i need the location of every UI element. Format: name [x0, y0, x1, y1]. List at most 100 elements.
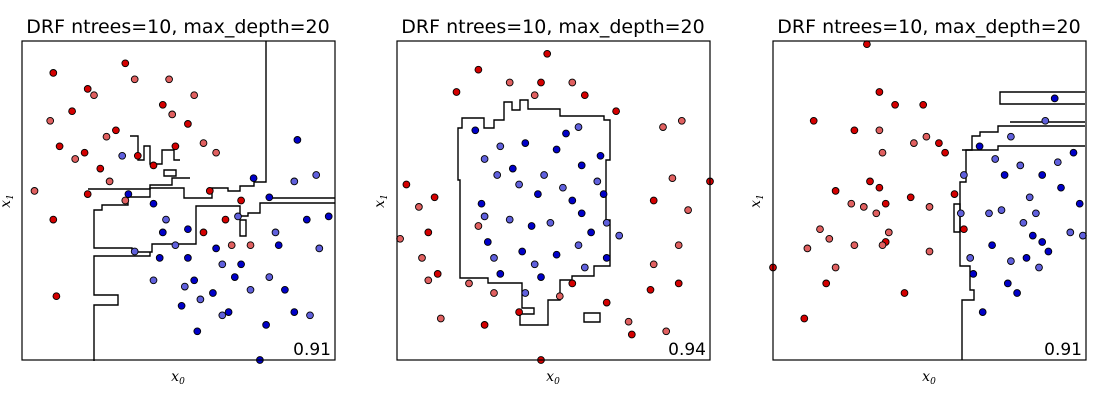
data-point-blue	[155, 254, 164, 262]
data-point-red-faded	[227, 241, 236, 250]
subplot-3-title: DRF ntrees=10, max_depth=20	[777, 16, 1080, 38]
data-point-blue-faded	[1066, 228, 1075, 237]
data-point-blue-faded	[493, 171, 502, 179]
data-point-blue-faded	[496, 142, 505, 151]
data-point-blue	[518, 247, 527, 256]
subplot-3-frame	[772, 40, 1087, 361]
data-point-red	[199, 228, 208, 237]
data-point-blue	[1050, 94, 1059, 103]
data-point-blue	[265, 193, 274, 202]
subplot-1-xlabel: x0	[171, 369, 185, 387]
data-point-red-faded	[465, 279, 473, 288]
data-point-red-faded	[396, 234, 404, 243]
data-point-red-faded	[925, 203, 934, 211]
data-point-red-faded	[90, 91, 98, 100]
data-point-blue-faded	[602, 218, 611, 227]
data-point-blue	[577, 161, 586, 170]
data-point-blue	[537, 273, 545, 281]
data-point-red	[515, 308, 523, 316]
data-point-red	[950, 190, 959, 198]
data-point-blue	[184, 254, 192, 262]
data-point-blue-faded	[1016, 161, 1025, 170]
data-point-red-faded	[662, 327, 671, 336]
svg-text:x1: x1	[0, 194, 16, 208]
data-point-blue-faded	[615, 231, 624, 240]
data-point-blue-faded	[559, 183, 567, 192]
data-point-blue	[177, 301, 186, 310]
data-point-red	[133, 151, 142, 160]
data-point-red-faded	[121, 196, 130, 205]
data-point-blue-faded	[130, 247, 139, 256]
data-point-red-faded	[246, 241, 255, 250]
data-point-red	[149, 161, 158, 170]
data-point-blue-faded	[265, 273, 274, 281]
data-point-blue	[1022, 254, 1031, 262]
data-point-red	[863, 40, 871, 49]
data-point-blue	[324, 212, 333, 221]
subplot-1-points	[30, 59, 333, 364]
data-point-red-faded	[436, 314, 445, 323]
data-point-blue-faded	[1053, 158, 1062, 167]
data-point-blue-faded	[956, 209, 965, 218]
data-point-red	[612, 107, 620, 116]
data-point-red	[112, 126, 120, 135]
data-point-red	[424, 228, 433, 237]
data-point-red-faded	[872, 209, 881, 218]
data-point-blue	[281, 285, 289, 294]
data-point-blue-faded	[985, 209, 993, 218]
data-point-red	[568, 279, 577, 288]
data-point-blue	[224, 308, 233, 316]
data-point-red	[171, 142, 180, 151]
data-point-blue-faded	[1019, 218, 1028, 227]
data-point-red-faded	[825, 234, 834, 243]
data-point-red-faded	[831, 263, 840, 272]
data-point-blue-faded	[312, 171, 321, 179]
data-point-red	[627, 330, 636, 339]
data-point-red	[184, 120, 192, 128]
data-point-blue-faded	[1035, 263, 1043, 272]
data-point-blue-faded	[515, 180, 523, 189]
data-point-blue-faded	[505, 215, 514, 224]
data-point-red-faded	[424, 276, 433, 285]
data-point-blue-faded	[306, 311, 314, 320]
data-point-red	[674, 279, 683, 288]
data-point-blue-faded	[540, 171, 548, 179]
data-point-red-faded	[878, 241, 887, 250]
data-point-red-faded	[816, 225, 824, 234]
data-point-blue	[249, 174, 258, 183]
data-point-red	[941, 148, 949, 157]
data-point-blue-faded	[234, 212, 242, 221]
data-point-red-faded	[859, 203, 868, 211]
data-point-blue	[1013, 289, 1021, 297]
data-point-red	[831, 187, 840, 195]
data-point-blue	[975, 142, 984, 151]
data-point-red-faded	[910, 139, 918, 147]
data-point-red-faded	[568, 78, 577, 87]
data-point-red	[602, 298, 611, 307]
data-point-red	[543, 49, 552, 58]
subplot-2-score: 0.94	[668, 340, 706, 360]
data-point-blue	[521, 139, 530, 147]
data-point-blue	[1075, 199, 1084, 208]
data-point-blue-faded	[196, 295, 205, 304]
data-point-red	[52, 292, 61, 301]
data-point-blue	[978, 308, 987, 316]
data-point-blue	[969, 270, 978, 278]
data-point-blue-faded	[480, 155, 489, 163]
data-point-blue	[293, 136, 302, 144]
data-point-blue-faded	[171, 241, 180, 250]
data-point-blue	[290, 308, 299, 316]
data-point-red	[474, 65, 483, 74]
data-point-blue	[602, 254, 611, 262]
data-point-blue	[552, 145, 561, 154]
data-point-red-faded	[925, 247, 934, 256]
data-point-blue-faded	[593, 177, 602, 186]
data-point-blue	[988, 241, 996, 250]
data-point-red-faded	[922, 132, 931, 141]
data-point-red-faded	[168, 110, 177, 119]
data-point-blue-faded	[580, 263, 589, 272]
data-point-blue-faded	[1079, 231, 1087, 240]
data-point-blue	[190, 276, 199, 285]
data-point-red	[822, 279, 831, 288]
data-point-blue-faded	[118, 151, 127, 160]
